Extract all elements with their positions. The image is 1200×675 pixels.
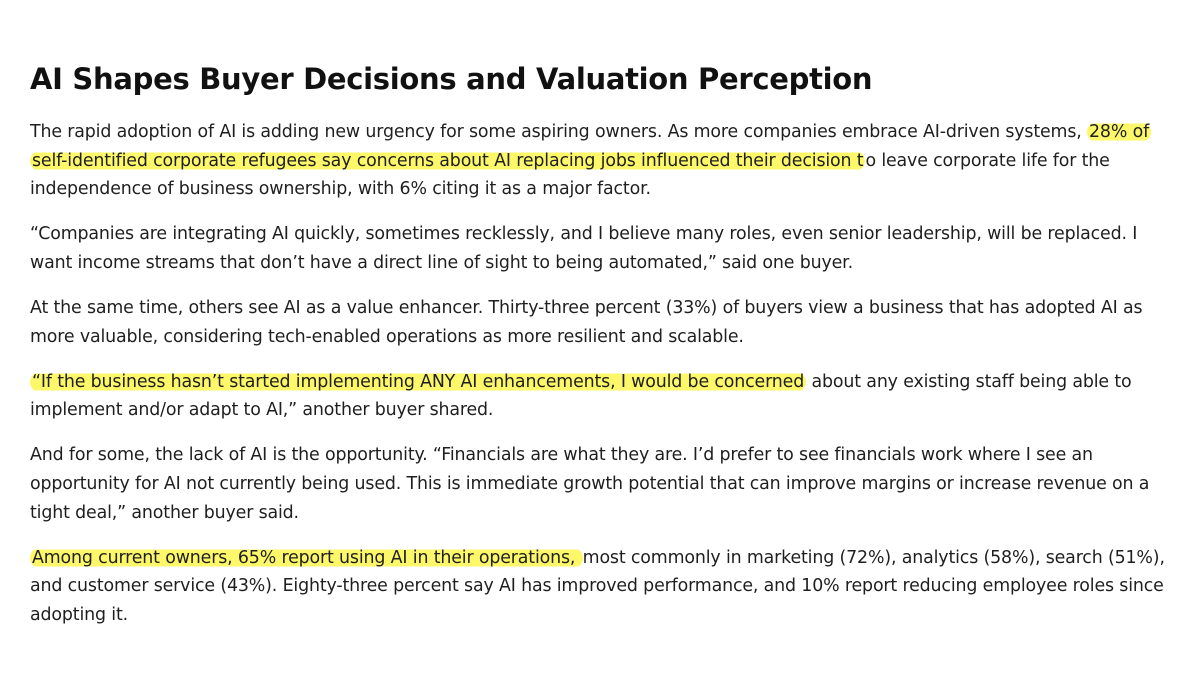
highlighted-text: “If the business hasn’t started implemen…	[30, 371, 807, 392]
paragraph-text: “Companies are integrating AI quickly, s…	[30, 224, 1138, 273]
paragraph-text: And for some, the lack of AI is the oppo…	[30, 445, 1150, 523]
paragraph-current-owners: Among current owners, 65% report using A…	[30, 544, 1170, 630]
paragraph-text: o leave corporate life for the independe…	[30, 150, 1110, 200]
paragraph-value-enhancer: At the same time, others see AI as a val…	[30, 294, 1170, 351]
paragraph-text: At the same time, others see AI as a val…	[30, 297, 1143, 347]
paragraph-text: The rapid adoption of AI is adding new u…	[30, 122, 1088, 142]
article-title: AI Shapes Buyer Decisions and Valuation …	[30, 62, 873, 96]
highlighted-text: Among current owners, 65% report using A…	[30, 547, 583, 568]
article: AI Shapes Buyer Decisions and Valuation …	[30, 58, 1170, 646]
paragraph-concern-quote: “If the business hasn’t started implemen…	[30, 368, 1170, 425]
paragraph-ai-urgency: The rapid adoption of AI is adding new u…	[30, 118, 1170, 204]
paragraph-text: most commonly in marketing (72%), analyt…	[30, 547, 1165, 625]
paragraph-text: about any existing staff being able to i…	[30, 371, 1132, 421]
paragraph-opportunity: And for some, the lack of AI is the oppo…	[30, 441, 1170, 527]
paragraph-buyer-quote: “Companies are integrating AI quickly, s…	[30, 220, 1170, 277]
